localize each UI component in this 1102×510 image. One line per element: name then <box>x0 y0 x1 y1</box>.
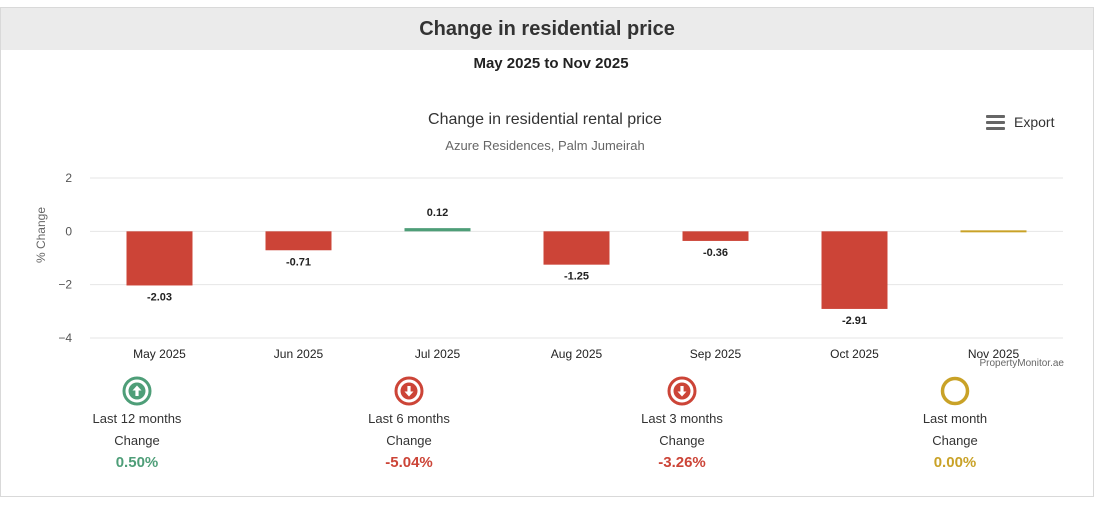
x-tick-label: Oct 2025 <box>830 347 879 361</box>
stat-value: 0.50% <box>115 454 159 471</box>
chart-subtitle: Azure Residences, Palm Jumeirah <box>445 138 645 153</box>
stat-value: -3.26% <box>658 454 706 471</box>
export-label: Export <box>1014 114 1055 130</box>
y-tick-label: 2 <box>65 171 72 185</box>
credit-link[interactable]: PropertyMonitor.ae <box>979 358 1065 369</box>
stat-last-12-months: Last 12 months Change 0.50% <box>52 376 222 472</box>
bar <box>265 231 332 251</box>
y-tick-label: −2 <box>58 278 72 292</box>
stat-last-month: Last month Change 0.00% <box>870 376 1040 472</box>
data-label: -2.03 <box>147 291 172 303</box>
panel-header: Change in residential price <box>1 8 1093 50</box>
data-label: -1.25 <box>564 271 589 283</box>
y-tick-label: −4 <box>58 331 72 345</box>
stat-sub: Change <box>932 433 978 448</box>
x-tick-label: Jul 2025 <box>415 347 461 361</box>
bar <box>126 231 193 286</box>
data-label: 0.12 <box>427 207 448 219</box>
x-tick-label: Sep 2025 <box>690 347 742 361</box>
data-label: -0.36 <box>703 247 728 259</box>
chart-title: Change in residential rental price <box>428 111 662 128</box>
stat-label: Last 12 months <box>92 411 182 426</box>
stat-label: Last 3 months <box>641 411 723 426</box>
stat-label: Last 6 months <box>368 411 450 426</box>
stat-label: Last month <box>922 411 988 426</box>
data-label: -2.91 <box>842 315 867 327</box>
panel-title: Change in residential price <box>419 17 675 40</box>
stat-sub: Change <box>114 433 160 448</box>
data-label: -0.71 <box>286 256 311 268</box>
stat-sub: Change <box>659 433 705 448</box>
stat-value: 0.00% <box>933 454 977 471</box>
bar <box>543 231 610 265</box>
x-tick-label: Jun 2025 <box>274 347 324 361</box>
stat-last-6-months: Last 6 months Change -5.04% <box>324 376 494 472</box>
stat-last-3-months: Last 3 months Change -3.26% <box>597 376 767 472</box>
circle-icon <box>940 376 970 406</box>
bar-chart: 2 0 −2 −4 % Change -2.03 May 2025 -0.71 Jun 2025… <box>34 171 1063 361</box>
x-tick-label: May 2025 <box>133 347 186 361</box>
menu-icon <box>986 114 1005 130</box>
bar <box>821 231 888 309</box>
x-tick-label: Aug 2025 <box>551 347 603 361</box>
x-tick-label: Nov 2025 <box>968 347 1020 361</box>
arrow-down-circle-icon <box>667 376 697 406</box>
bar <box>404 228 471 232</box>
y-axis-title: % Change <box>34 207 48 263</box>
stat-value: -5.04% <box>385 454 433 471</box>
bar <box>960 230 1027 233</box>
y-tick-label: 0 <box>65 224 72 238</box>
arrow-down-circle-icon <box>394 376 424 406</box>
stat-sub: Change <box>386 433 432 448</box>
export-button[interactable]: Export <box>986 114 1054 130</box>
bar <box>682 231 749 241</box>
period-label: May 2025 to Nov 2025 <box>473 55 629 72</box>
arrow-up-circle-icon <box>122 376 152 406</box>
